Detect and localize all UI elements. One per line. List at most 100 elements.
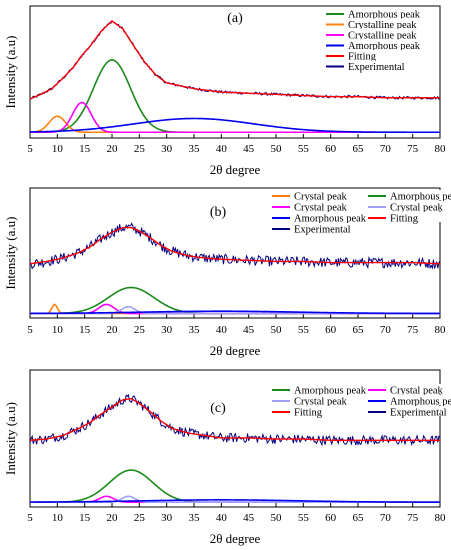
legend-bg — [366, 395, 451, 405]
x-tick-label: 65 — [353, 143, 365, 155]
legend-label: Experimental — [390, 408, 447, 419]
x-tick-label: 25 — [134, 143, 146, 155]
panel-label: (c) — [210, 401, 226, 416]
x-tick-label: 40 — [216, 324, 228, 336]
legend-bg — [366, 190, 451, 200]
legend-label: Fitting — [348, 52, 377, 63]
x-tick-label: 75 — [407, 512, 419, 524]
panel-a: 5 10 15 20 25 30 35 40 45 50 55 60 65 70 75 80 2θ degree… — [3, 5, 447, 177]
x-axis-title: 2θ degree — [210, 343, 261, 358]
x-tick-label: 20 — [107, 512, 119, 524]
x-tick-label: 65 — [353, 324, 365, 336]
x-tick-label: 5 — [27, 512, 33, 524]
component-curve-4 — [29, 117, 440, 134]
x-tick-label: 60 — [325, 143, 337, 155]
legend-label: Fitting — [294, 408, 323, 419]
x-tick-label: 30 — [161, 512, 173, 524]
y-axis-title: Intensity (a.u) — [3, 36, 18, 109]
legend-label: Experimental — [294, 225, 351, 236]
component-curve-1 — [30, 469, 440, 504]
x-tick-label: 30 — [161, 324, 173, 336]
x-tick-label: 35 — [189, 512, 201, 524]
x-tick-label: 35 — [189, 143, 201, 155]
panel-b: 5 10 15 20 25 30 35 40 45 50 55 60 65 70 75 80 2θ degree… — [3, 187, 451, 358]
x-tick-label: 20 — [107, 143, 119, 155]
fitting-curve — [29, 397, 440, 441]
plot-frame — [29, 187, 441, 319]
component-curve-2 — [29, 115, 440, 134]
legend-bg — [324, 50, 414, 60]
component-curve-5 — [29, 310, 440, 315]
x-tick-label: 60 — [325, 512, 337, 524]
legend-bg — [324, 39, 414, 50]
legend-label: Crystal peak — [390, 203, 444, 214]
legend-label: Crystal peak — [390, 386, 444, 397]
x-tick-label: 55 — [298, 512, 310, 524]
legend-bg — [270, 190, 360, 200]
x-tick-label: 15 — [79, 324, 91, 336]
x-tick-label: 80 — [435, 143, 447, 155]
plot-frame — [29, 369, 441, 508]
legend-bg — [324, 29, 414, 39]
legend-bg — [366, 406, 451, 416]
x-tick-label: 15 — [79, 512, 91, 524]
legend-label: Crystalline peak — [348, 31, 417, 42]
x-tick-label: 45 — [243, 324, 255, 336]
x-tick-label: 70 — [380, 324, 392, 336]
legend-label: Crystal peak — [294, 203, 348, 214]
panel-c: 5 10 15 20 25 30 35 40 45 50 55 60 65 70 75 80 2θ degree… — [3, 369, 451, 546]
fitting-curve — [29, 20, 440, 100]
x-tick-label: 5 — [27, 324, 33, 336]
legend-label: Fitting — [390, 214, 419, 225]
x-tick-label: 25 — [134, 324, 146, 336]
component-curve-3 — [30, 101, 440, 134]
x-tick-label: 10 — [52, 512, 64, 524]
x-tick-label: 25 — [134, 512, 146, 524]
x-tick-label: 10 — [52, 143, 64, 155]
legend-label: Amorphous peak — [348, 41, 421, 52]
x-tick-label: 70 — [380, 512, 392, 524]
x-tick-label: 20 — [107, 324, 119, 336]
legend-bg — [366, 384, 451, 394]
x-tick-label: 80 — [435, 324, 447, 336]
panel-label: (b) — [210, 205, 227, 220]
legend-bg — [270, 201, 360, 211]
x-tick-label: 80 — [435, 512, 447, 524]
x-axis-title: 2θ degree — [210, 162, 261, 177]
fitting-curve — [29, 226, 441, 265]
x-tick-label: 50 — [271, 512, 283, 524]
legend-bg — [324, 60, 414, 71]
legend-bg — [270, 384, 360, 394]
legend-bg — [270, 212, 360, 222]
legend-bg — [366, 212, 451, 222]
x-tick-label: 60 — [325, 324, 337, 336]
legend-label: Crystal peak — [294, 192, 348, 203]
y-axis-title: Intensity (a.u) — [3, 402, 18, 475]
x-tick-label: 45 — [243, 143, 255, 155]
x-tick-label: 5 — [27, 143, 33, 155]
x-tick-label: 55 — [298, 324, 310, 336]
legend-bg — [324, 8, 414, 18]
x-tick-label: 45 — [243, 512, 255, 524]
x-tick-label: 50 — [271, 324, 283, 336]
panel-label: (a) — [227, 11, 243, 26]
legend-bg — [270, 406, 360, 416]
x-tick-label: 75 — [407, 143, 419, 155]
legend-label: Amorphous peak — [390, 192, 451, 203]
x-tick-label: 40 — [216, 143, 228, 155]
component-curve-4 — [30, 499, 440, 503]
x-axis-title: 2θ degree — [210, 531, 261, 546]
legend-label: Crystalline peak — [348, 20, 417, 31]
x-tick-label: 70 — [380, 143, 392, 155]
plot-frame — [29, 5, 441, 139]
legend-label: Amorphous peak — [294, 214, 367, 225]
legend-bg — [270, 395, 360, 405]
x-tick-label: 30 — [161, 143, 173, 155]
legend-bg — [270, 223, 360, 233]
x-tick-label: 40 — [216, 512, 228, 524]
legend-label: Amorphous peak — [390, 397, 451, 408]
